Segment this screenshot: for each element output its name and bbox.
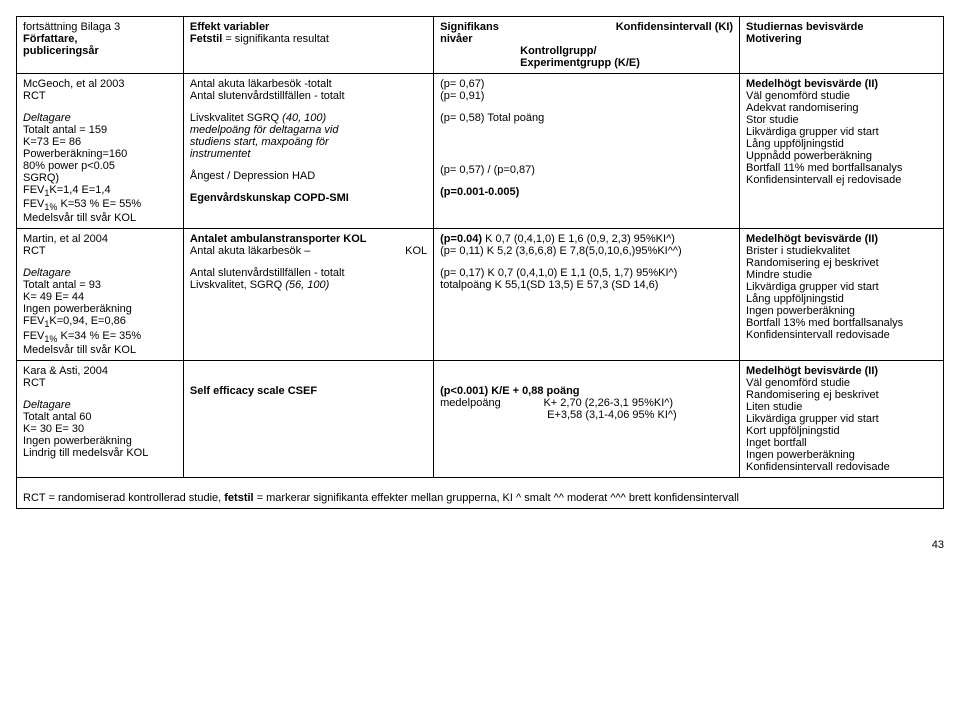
row3-col3: (p<0.001) K/E + 0,88 poäng medelpoäng K+… bbox=[434, 360, 740, 477]
header-col3: SignifikansKonfidensintervall (KI) nivåe… bbox=[434, 17, 740, 74]
footnote-cell: RCT = randomiserad kontrollerad studie, … bbox=[17, 477, 944, 508]
table-header-row: fortsättning Bilaga 3 Författare, public… bbox=[17, 17, 944, 74]
col1-h2: publiceringsår bbox=[23, 45, 177, 57]
page-number: 43 bbox=[16, 539, 944, 551]
col3-h3: Kontrollgrupp/ bbox=[440, 45, 733, 57]
col3-h1: SignifikansKonfidensintervall (KI) bbox=[440, 21, 733, 33]
row1-col4: Medelhögt bevisvärde (II) Väl genomförd … bbox=[740, 74, 944, 229]
row1-col3: (p= 0,67) (p= 0,91) (p= 0,58) Total poän… bbox=[434, 74, 740, 229]
row2-col4: Medelhögt bevisvärde (II) Brister i stud… bbox=[740, 229, 944, 360]
row2-col2: Antalet ambulanstransporter KOL Antal ak… bbox=[183, 229, 433, 360]
footnote-text: RCT = randomiserad kontrollerad studie, … bbox=[23, 492, 937, 504]
header-col4: Studiernas bevisvärde Motivering bbox=[740, 17, 944, 74]
col2-h1: Effekt variabler bbox=[190, 21, 427, 33]
col4-h1: Studiernas bevisvärde bbox=[746, 21, 937, 33]
footnote-row: RCT = randomiserad kontrollerad studie, … bbox=[17, 477, 944, 508]
header-col2: Effekt variabler Fetstil = signifikanta … bbox=[183, 17, 433, 74]
row2-col1: Martin, et al 2004 RCT Deltagare Totalt … bbox=[17, 229, 184, 360]
row3-col2: Self efficacy scale CSEF bbox=[183, 360, 433, 477]
row1-col1: McGeoch, et al 2003 RCT Deltagare Totalt… bbox=[17, 74, 184, 229]
header-col1: fortsättning Bilaga 3 Författare, public… bbox=[17, 17, 184, 74]
col3-h4: Experimentgrupp (K/E) bbox=[440, 57, 733, 69]
col4-h2: Motivering bbox=[746, 33, 937, 45]
col1-h1: Författare, bbox=[23, 33, 177, 45]
col2-h2: Fetstil = signifikanta resultat bbox=[190, 33, 427, 45]
continuation-label: fortsättning Bilaga 3 bbox=[23, 21, 177, 33]
row3-col4: Medelhögt bevisvärde (II) Väl genomförd … bbox=[740, 360, 944, 477]
row2-col3: (p=0.04) K 0,7 (0,4,1,0) E 1,6 (0,9, 2,3… bbox=[434, 229, 740, 360]
col3-h2: nivåer bbox=[440, 33, 733, 45]
table-row: Kara & Asti, 2004 RCT Deltagare Totalt a… bbox=[17, 360, 944, 477]
table-row: McGeoch, et al 2003 RCT Deltagare Totalt… bbox=[17, 74, 944, 229]
row3-col1: Kara & Asti, 2004 RCT Deltagare Totalt a… bbox=[17, 360, 184, 477]
table-row: Martin, et al 2004 RCT Deltagare Totalt … bbox=[17, 229, 944, 360]
row1-col2: Antal akuta läkarbesök -totalt Antal slu… bbox=[183, 74, 433, 229]
studies-table: fortsättning Bilaga 3 Författare, public… bbox=[16, 16, 944, 509]
